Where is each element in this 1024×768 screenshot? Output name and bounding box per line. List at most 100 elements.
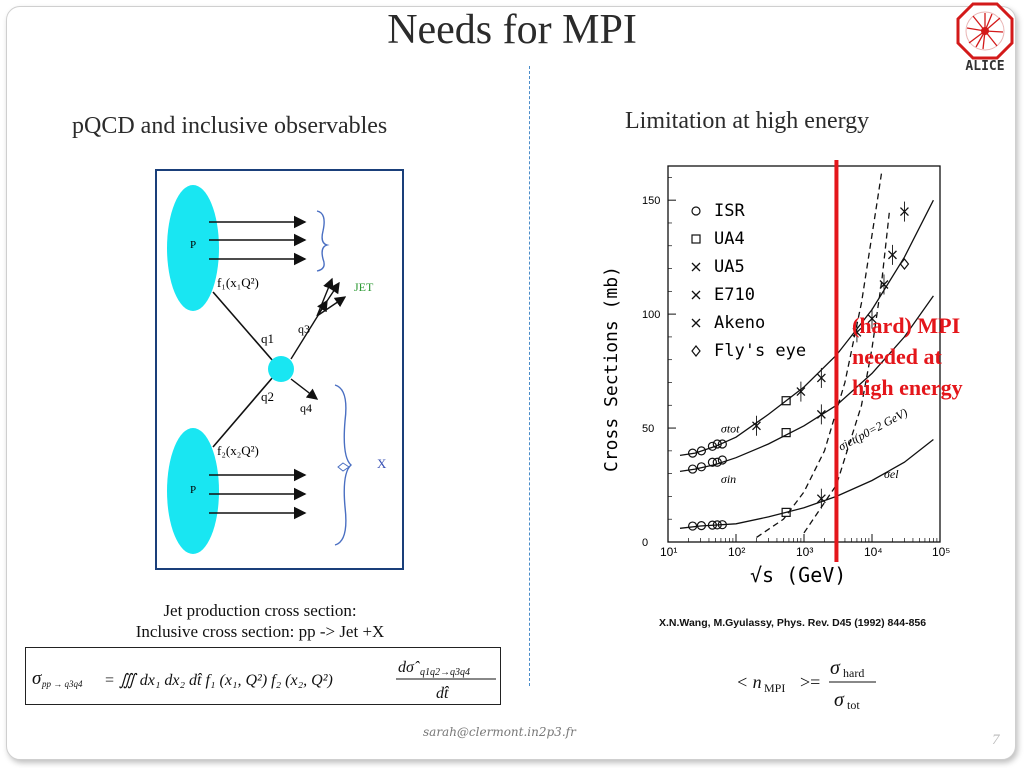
alice-logo: ALICE: [956, 2, 1014, 74]
legend-marker: [691, 318, 701, 328]
marker-isr: [687, 464, 698, 474]
legend-label: Fly's eye: [714, 341, 806, 361]
marker-ua4: [781, 396, 791, 406]
jet-label: JET: [354, 280, 374, 294]
marker-isr: [707, 520, 718, 530]
slide-title: Needs for MPI: [387, 7, 637, 53]
y-tick-label: 0: [642, 537, 648, 549]
brace-top: [316, 210, 330, 272]
mpi-note-line-3: high energy: [852, 375, 963, 400]
marker-isr: [712, 520, 722, 530]
page-number: 7: [992, 732, 1000, 748]
formula-num: dσ̂: [398, 659, 420, 676]
nmpi-num-sub: hard: [843, 666, 864, 680]
caption-line-2: Inclusive cross section: pp -> Jet +X: [135, 622, 385, 641]
mpi-note-line-1: (hard) MPI: [852, 313, 961, 338]
parton-q1: [212, 291, 274, 362]
marker-isr: [687, 521, 698, 531]
legend-label: UA4: [714, 229, 745, 249]
caption-line-1: Jet production cross section:: [163, 601, 357, 620]
y-axis-label: Cross Sections (mb): [601, 266, 622, 472]
q3-label: q3: [298, 322, 310, 336]
legend-marker: [691, 262, 701, 272]
curve-sigma-jet: [756, 170, 883, 538]
legend-label: Akeno: [714, 313, 765, 333]
marker-isr: [696, 520, 707, 531]
pdf2-label: f₂(x₂Q²): [217, 443, 259, 458]
formula-num-sub: q1q2→q3q4: [420, 667, 470, 678]
right-heading: Limitation at high energy: [625, 108, 870, 134]
column-divider: [529, 66, 530, 686]
svg-text:σ: σ: [834, 689, 845, 711]
marker-isr: [696, 462, 707, 472]
marker-ua4: [781, 428, 791, 438]
mpi-note: (hard) MPI needed at high energy: [852, 310, 963, 403]
formula-sigma-sub: pp → q3q4: [41, 679, 83, 689]
legend-label: E710: [714, 285, 755, 305]
q1-label: q1: [261, 331, 274, 346]
svg-text:σ: σ: [830, 657, 841, 679]
marker-isr: [687, 448, 698, 458]
x-tick-label: 10³: [796, 545, 813, 559]
nmpi-lhs-sub: MPI: [764, 681, 785, 695]
proton-top: [167, 185, 219, 311]
cross-section-chart: 10¹ 10² 10³ 10⁴ 10⁵ 0 50 100 150 √s (GeV) Cross Se…: [601, 160, 950, 587]
formula-body: = ∭ dx₁ dx₂ dt̂ f₁ (x₁, Q²) f₂ (x₂, Q²): [104, 672, 333, 689]
formula-sigma: σ: [32, 668, 42, 689]
y-tick-label: 50: [642, 423, 654, 435]
footer-email: sarah@clermont.in2p3.fr: [423, 725, 576, 739]
y-tick-label: 150: [642, 195, 660, 207]
marker-isr: [707, 457, 718, 467]
q2-label: q2: [261, 389, 274, 404]
marker-isr: [717, 439, 727, 449]
x-tick-label: 10⁵: [932, 545, 950, 559]
pdf1-label: f₁(x₁Q²): [217, 275, 259, 290]
x-tick-label: 10⁴: [864, 545, 883, 559]
slide-frame: [6, 6, 1016, 760]
legend-marker: [691, 206, 701, 216]
x-label: X: [377, 456, 387, 471]
alice-logo-text: ALICE: [965, 59, 1004, 74]
marker-isr: [712, 439, 722, 449]
marker-isr: [717, 520, 727, 530]
reference: X.N.Wang, M.Gyulassy, Phys. Rev. D45 (19…: [659, 617, 927, 629]
nmpi-den-sub: tot: [847, 698, 860, 712]
marker-ua4: [781, 507, 791, 517]
cross-section-formula: σ pp → q3q4 = ∭ dx₁ dx₂ dt̂ f₁ (x₁, Q²) …: [25, 647, 501, 705]
mpi-note-line-2: needed at: [852, 344, 942, 369]
left-heading: pQCD and inclusive observables: [72, 113, 388, 139]
curve-sigma-el: [679, 438, 934, 529]
nmpi-lhs: < n: [736, 672, 762, 692]
x-tick-label: 10²: [728, 545, 745, 559]
x-axis-label: √s (GeV): [750, 563, 846, 587]
legend-marker: [691, 290, 701, 300]
x-tick-label: 10¹: [660, 545, 677, 559]
label-sigma-jet: σjet(p0=2 GeV): [836, 405, 910, 453]
legend-marker: [691, 234, 701, 244]
parton-q2: [212, 376, 274, 448]
jet-production-diagram: P P f₁(x₁Q²) f₂(x₂Q²) q1 q2 q3 q4 JET: [155, 169, 404, 570]
curve-sigma-jet-2: [803, 211, 891, 534]
q4-label: q4: [300, 401, 312, 415]
formula-den: dt̂: [436, 685, 449, 702]
marker-isr: [707, 441, 718, 451]
proton-top-label: P: [190, 239, 196, 251]
proton-bottom-label: P: [190, 484, 196, 496]
nmpi-formula: < n MPI >= σ hard σ tot: [736, 657, 876, 712]
label-sigma-el: σel: [884, 467, 899, 481]
legend-label: ISR: [714, 201, 745, 221]
hard-scattering-vertex: [268, 356, 294, 382]
marker-flys-eye: [899, 258, 910, 270]
legend-label: UA5: [714, 257, 745, 277]
nmpi-rel: >=: [800, 672, 820, 692]
marker-isr: [696, 446, 707, 456]
marker-isr: [717, 455, 727, 465]
label-sigma-tot: σtot: [721, 422, 740, 436]
marker-isr: [712, 457, 722, 467]
legend-marker: [691, 345, 701, 357]
proton-bottom: [167, 428, 219, 554]
y-tick-label: 100: [642, 309, 660, 321]
brace-x: [334, 384, 353, 546]
label-sigma-in: σin: [721, 472, 736, 486]
